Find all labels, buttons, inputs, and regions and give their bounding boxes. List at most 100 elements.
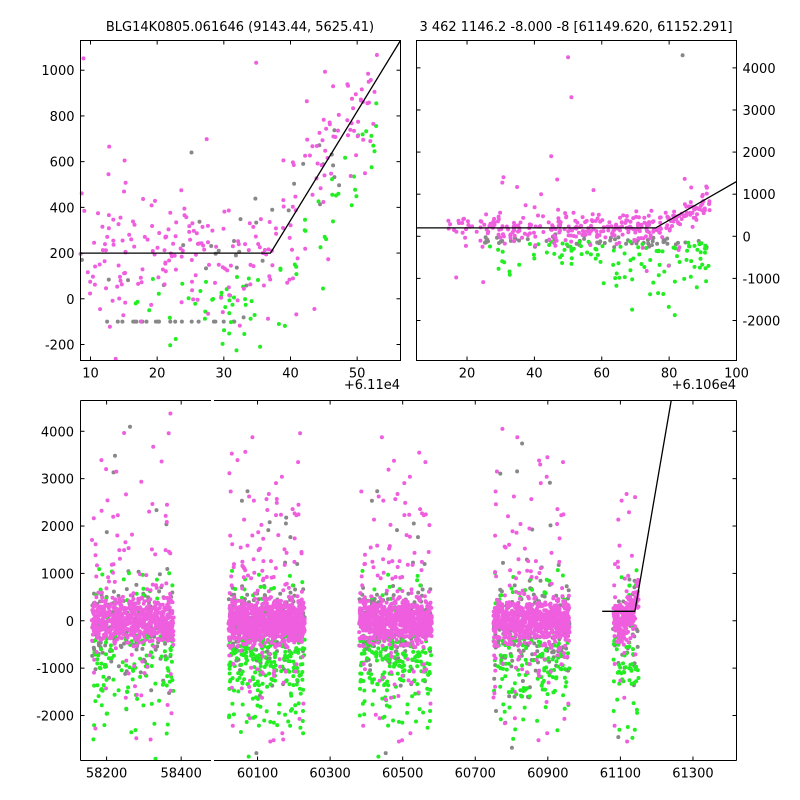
data-point-gray: [288, 590, 293, 595]
data-point-pink: [247, 684, 252, 689]
data-point-pink: [171, 642, 176, 647]
data-point-pink: [366, 71, 371, 76]
data-point-green: [503, 654, 508, 658]
data-point-gray: [209, 244, 214, 248]
data-point-pink: [258, 606, 263, 611]
data-point-pink: [103, 598, 108, 603]
data-point-pink: [206, 311, 211, 316]
data-point-pink: [164, 520, 169, 524]
data-point-pink: [231, 662, 236, 666]
data-point-gray: [173, 319, 178, 324]
data-point-pink: [85, 270, 90, 275]
data-point-green: [395, 671, 400, 676]
data-point-pink: [362, 595, 367, 600]
data-point-pink: [147, 653, 152, 658]
data-point-pink: [268, 739, 273, 744]
data-point-pink: [111, 570, 115, 575]
data-point-gray: [420, 587, 425, 592]
data-point-pink: [427, 614, 431, 619]
data-point-pink: [383, 630, 387, 635]
data-point-pink: [134, 692, 139, 697]
data-point-green: [569, 261, 574, 266]
data-point-pink: [563, 238, 568, 243]
data-point-green: [415, 573, 420, 578]
data-point-pink: [651, 219, 656, 224]
data-point-green: [104, 640, 108, 645]
data-point-green: [343, 155, 348, 160]
data-point-gray: [168, 319, 173, 324]
data-point-pink: [294, 617, 299, 622]
data-point-pink: [145, 587, 150, 592]
data-point-pink: [394, 637, 399, 642]
data-point-green: [301, 731, 306, 736]
data-point-pink: [138, 319, 143, 324]
data-point-pink: [611, 228, 616, 233]
data-point-pink: [274, 231, 279, 236]
data-point-pink: [478, 238, 483, 243]
data-point-pink: [99, 458, 104, 463]
data-point-pink: [102, 259, 107, 264]
data-point-pink: [374, 609, 379, 614]
data-point-gray: [613, 237, 617, 242]
data-point-pink: [536, 213, 540, 218]
data-point-pink: [275, 619, 280, 624]
data-point-pink: [390, 596, 395, 601]
data-point-green: [125, 690, 130, 694]
data-point-pink: [293, 635, 298, 640]
data-point-green: [283, 649, 288, 654]
tl-title: BLG14K0805.061646 (9143.44, 5625.41): [106, 20, 374, 35]
data-point-pink: [119, 282, 124, 287]
data-point-pink: [368, 636, 373, 641]
data-point-pink: [131, 644, 136, 649]
data-point-green: [111, 653, 116, 658]
data-point-green: [294, 264, 299, 269]
data-point-green: [517, 262, 522, 267]
data-point-green: [372, 149, 377, 154]
data-point-green: [268, 682, 273, 687]
data-point-pink: [312, 307, 317, 311]
data-point-pink: [142, 599, 147, 604]
data-point-gray: [498, 587, 503, 592]
data-point-pink: [144, 573, 149, 578]
data-point-pink: [130, 532, 134, 537]
data-point-pink: [171, 638, 176, 643]
data-point-pink: [378, 635, 383, 640]
data-point-pink: [236, 636, 241, 641]
data-point-green: [417, 707, 422, 712]
data-point-pink: [406, 623, 411, 628]
data-point-pink: [422, 627, 427, 632]
data-point-pink: [146, 610, 151, 615]
data-point-green: [422, 678, 427, 683]
data-point-green: [523, 687, 528, 692]
data-point-pink: [377, 602, 382, 607]
data-point-green: [699, 241, 704, 246]
data-point-green: [385, 688, 389, 693]
data-point-pink: [118, 278, 123, 283]
data-point-pink: [362, 621, 366, 626]
data-point-pink: [111, 514, 116, 519]
data-point-green: [121, 577, 126, 582]
data-point-pink: [401, 599, 406, 604]
data-point-pink: [94, 628, 99, 633]
data-point-green: [93, 699, 98, 704]
data-point-green: [258, 584, 263, 589]
data-point-pink: [425, 609, 429, 614]
data-point-green: [616, 261, 621, 266]
data-point-pink: [357, 636, 362, 641]
data-point-pink: [583, 232, 588, 237]
data-point-gray: [483, 240, 487, 245]
data-point-green: [240, 702, 245, 707]
data-point-pink: [235, 458, 240, 463]
data-point-pink: [206, 240, 210, 245]
data-point-gray: [189, 319, 194, 324]
data-point-pink: [672, 209, 677, 214]
data-point-green: [384, 654, 389, 659]
data-point-pink: [364, 607, 369, 612]
data-point-pink: [658, 220, 663, 225]
data-point-pink: [634, 227, 639, 232]
data-point-pink: [546, 220, 551, 225]
data-point-pink: [159, 620, 163, 625]
data-point-green: [246, 713, 251, 718]
data-point-pink: [251, 618, 256, 623]
data-point-pink: [634, 209, 639, 214]
